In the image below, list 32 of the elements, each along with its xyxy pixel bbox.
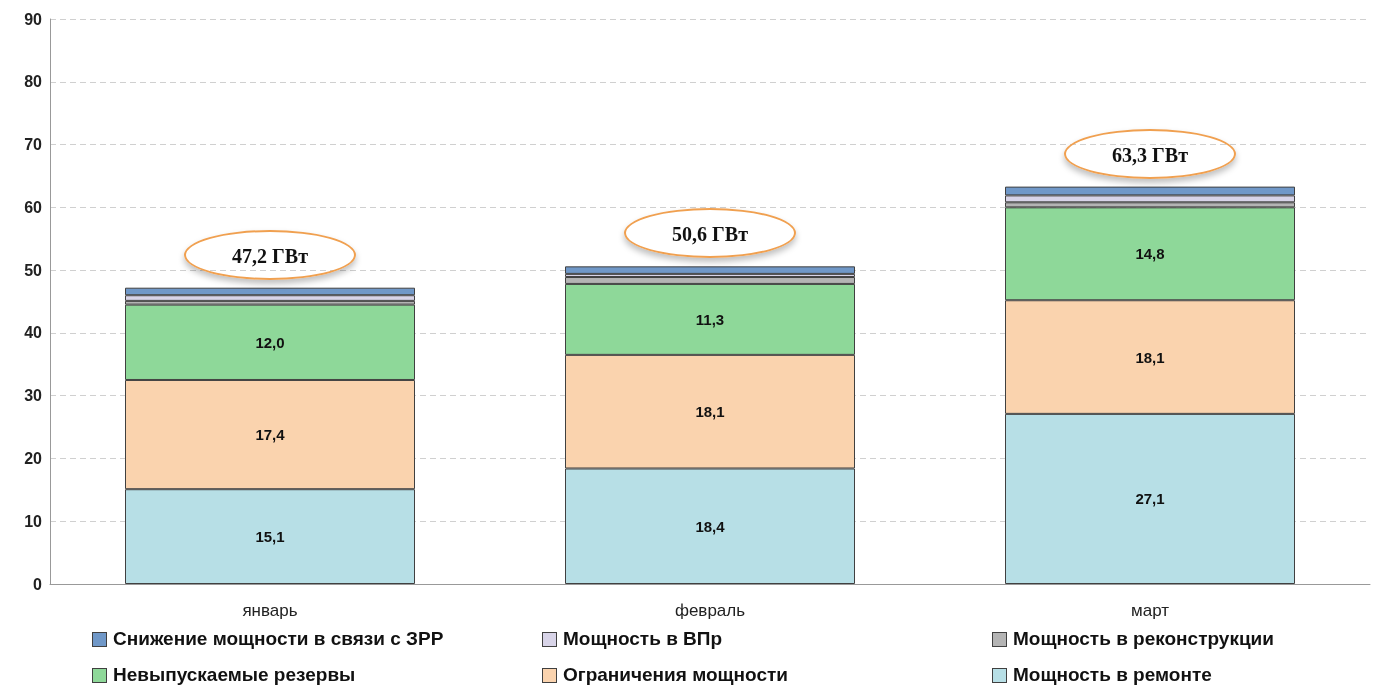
data-label: 11,3 bbox=[695, 310, 725, 328]
legend-label: Мощность в ремонте bbox=[1013, 664, 1212, 686]
y-tick-label: 50 bbox=[24, 261, 43, 279]
data-label: 14,8 bbox=[1135, 245, 1165, 263]
x-tick-label: март bbox=[1130, 601, 1170, 620]
y-tick-label: 70 bbox=[24, 136, 43, 154]
data-label: 15,1 bbox=[255, 528, 285, 546]
y-tick-label: 20 bbox=[24, 449, 43, 467]
total-label: 50,6 ГВт bbox=[672, 223, 749, 246]
legend-label: Мощность в реконструкции bbox=[1013, 628, 1274, 650]
legend-label: Мощность в ВПр bbox=[563, 628, 723, 650]
legend-label: Невыпускаемые резервы bbox=[113, 664, 356, 686]
y-tick-label: 30 bbox=[24, 387, 43, 405]
y-tick-label: 10 bbox=[24, 512, 43, 530]
y-tick-label: 90 bbox=[24, 10, 43, 28]
y-tick-label: 0 bbox=[33, 575, 43, 593]
y-tick-label: 40 bbox=[24, 324, 43, 342]
y-tick-label: 80 bbox=[24, 73, 43, 91]
total-label: 47,2 ГВт bbox=[232, 244, 309, 267]
data-label: 17,4 bbox=[255, 426, 286, 444]
x-tick-label: январь bbox=[242, 601, 298, 620]
data-label: 18,1 bbox=[1135, 348, 1165, 366]
x-tick-label: февраль bbox=[674, 601, 746, 620]
bar bbox=[565, 266, 855, 274]
data-label: 18,4 bbox=[695, 517, 726, 535]
data-label: 27,1 bbox=[1135, 490, 1165, 508]
total-label: 63,3 ГВт bbox=[1112, 143, 1189, 166]
legend-label: Снижение мощности в связи с ЗРР bbox=[113, 628, 444, 650]
data-label: 12,0 bbox=[255, 333, 285, 351]
y-tick-label: 60 bbox=[24, 198, 43, 216]
data-label: 18,1 bbox=[695, 403, 725, 421]
legend-label: Ограничения мощности bbox=[563, 664, 788, 686]
